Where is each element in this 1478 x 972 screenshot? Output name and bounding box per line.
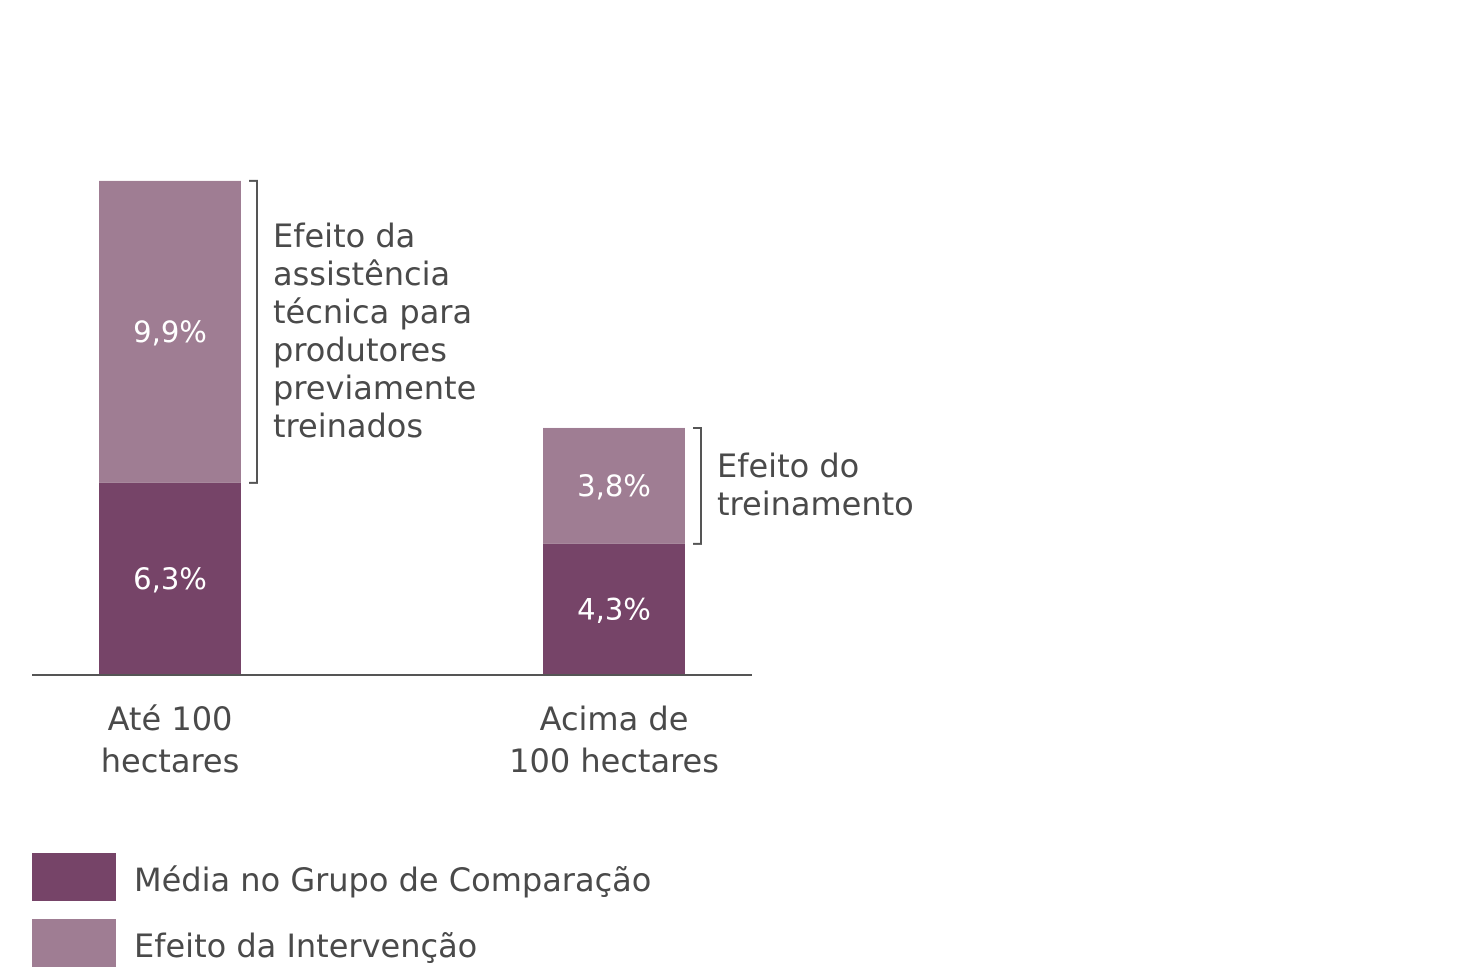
- annotation-text-0-line-4: previamente: [273, 369, 476, 407]
- data-label-effect-1: 3,8%: [577, 469, 651, 503]
- bar-segment-comparison-1: [543, 543, 685, 675]
- annotation-text-0-line-2: técnica para: [273, 293, 472, 331]
- annotation-bracket-0: [249, 179, 258, 484]
- bars-layer: [99, 180, 685, 675]
- bar-segment-effect-1: [543, 427, 685, 544]
- category-label-0-line-1: hectares: [101, 742, 240, 780]
- annotation-text-0-line-3: produtores: [273, 331, 447, 369]
- data-label-effect-0: 9,9%: [133, 315, 207, 349]
- bar-segment-effect-0: [99, 180, 241, 483]
- legend-label-0: Média no Grupo de Comparação: [134, 861, 651, 899]
- annotation-text-1-line-0: Efeito do: [717, 447, 859, 485]
- data-label-comparison-1: 4,3%: [577, 592, 651, 626]
- annotation-text-1-line-1: treinamento: [717, 485, 914, 523]
- category-label-0-line-0: Até 100: [108, 700, 233, 738]
- annotation-text-0-line-0: Efeito da: [273, 217, 415, 255]
- annotation-text-0-line-5: treinados: [273, 407, 423, 445]
- data-label-comparison-0: 6,3%: [133, 562, 207, 596]
- legend-swatch-0: [32, 853, 116, 901]
- legend-label-1: Efeito da Intervenção: [134, 927, 477, 965]
- category-label-1-line-0: Acima de: [540, 700, 689, 738]
- category-label-1-line-1: 100 hectares: [509, 742, 719, 780]
- legend-swatch-1: [32, 919, 116, 967]
- legend: Média no Grupo de Comparação Efeito da In…: [32, 853, 651, 967]
- annotation-text-0-line-1: assistência: [273, 255, 450, 293]
- labels-layer: 6,3% 9,9% Até 100 hectares 4,3% 3,8% Acima de 1…: [101, 315, 719, 780]
- annotation-bracket-1: [693, 426, 702, 545]
- bar-segment-comparison-0: [99, 482, 241, 675]
